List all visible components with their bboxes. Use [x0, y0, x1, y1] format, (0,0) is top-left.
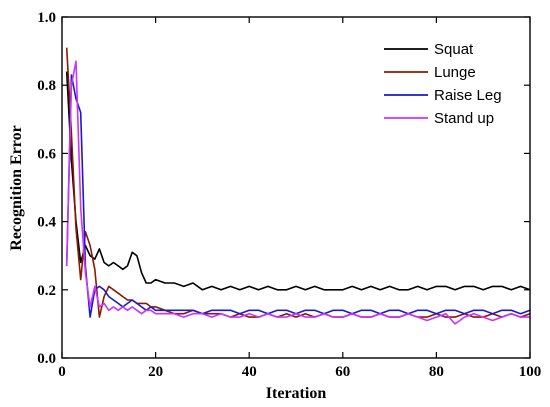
x-tick-label: 100: [519, 364, 542, 380]
legend-label-stand-up: Stand up: [434, 110, 494, 127]
ticks-layer: 0 20 40 60 80 100 0.0 0.2 0.4 0.6 0.8 1.0: [37, 10, 541, 380]
series-line-lunge: [65, 47, 531, 318]
x-tick-label: 0: [58, 364, 66, 380]
legend-label-lunge: Lunge: [434, 64, 476, 81]
y-tick-label: 1.0: [37, 10, 56, 26]
legend-label-raise-leg: Raise Leg: [434, 87, 502, 104]
series-line-stand-up: [65, 60, 530, 325]
series-line-squat: [65, 71, 531, 291]
legend-label-squat: Squat: [434, 41, 474, 58]
y-tick-label: 0.4: [37, 215, 56, 231]
y-axis-title: Recognition Error: [8, 125, 25, 250]
y-tick-label: 0.2: [37, 283, 56, 299]
legend: Squat Lunge Raise Leg Stand up: [384, 41, 502, 127]
x-axis-title: Iteration: [266, 385, 327, 402]
x-tick-label: 20: [148, 364, 163, 380]
plot-frame: [61, 16, 531, 359]
y-tick-label: 0.0: [37, 351, 56, 367]
series-layer: [65, 47, 531, 325]
x-tick-label: 80: [429, 364, 444, 380]
x-tick-label: 60: [335, 364, 350, 380]
series-line-raise-leg: [65, 74, 531, 318]
y-tick-label: 0.6: [37, 146, 56, 162]
x-tick-label: 40: [242, 364, 257, 380]
y-tick-label: 0.8: [37, 78, 56, 94]
